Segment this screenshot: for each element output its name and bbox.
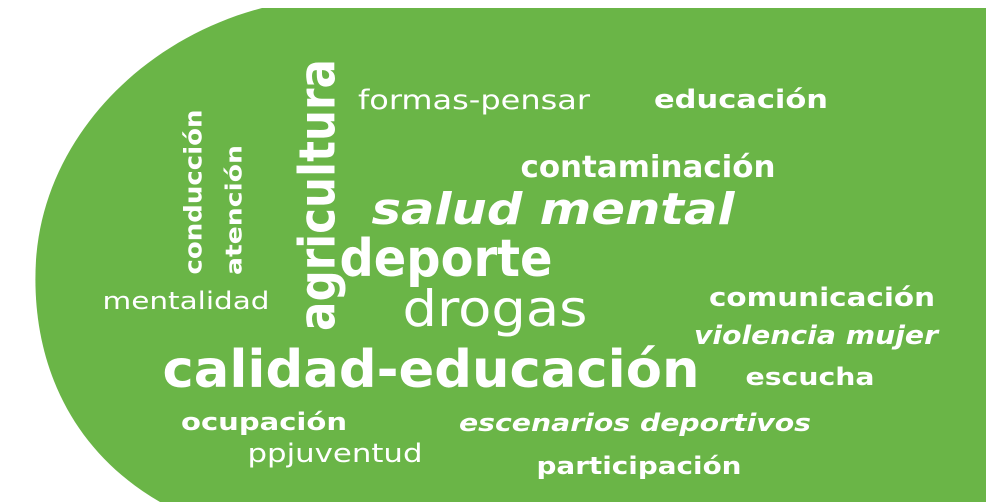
words: formas-pensar educación contaminaciónsalud…: [103, 59, 941, 480]
word: escenarios deportivos: [459, 409, 811, 437]
word: escucha: [746, 363, 875, 391]
word: conducción: [179, 110, 207, 275]
word: ppjuventud: [248, 439, 423, 469]
word: violencia mujer: [694, 321, 940, 351]
word: mentalidad: [103, 287, 270, 315]
word: salud mental: [372, 184, 736, 235]
word: deporte: [340, 229, 553, 289]
word: atención: [223, 145, 248, 275]
word: calidad-educación: [163, 340, 700, 400]
word: comunicación: [709, 283, 935, 313]
word: ocupación: [181, 408, 347, 436]
word: contaminación: [521, 150, 776, 185]
word: agricultura: [289, 59, 347, 331]
word: participación: [537, 452, 742, 480]
word: educación: [654, 85, 828, 115]
word: formas-pensar: [358, 85, 591, 116]
green-shape: [35, 8, 986, 502]
word: drogas: [403, 280, 588, 338]
